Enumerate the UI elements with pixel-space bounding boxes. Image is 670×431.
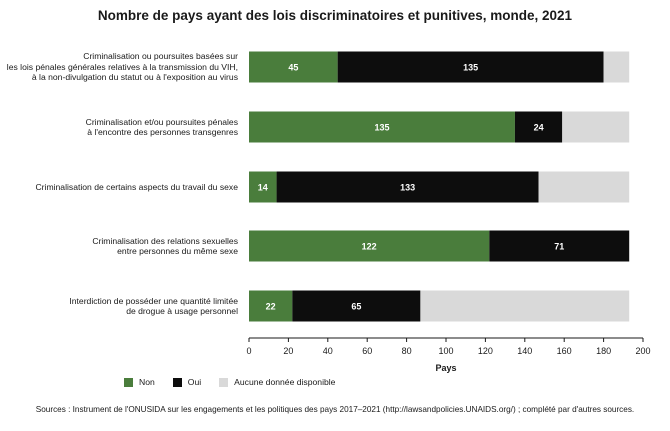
category-label: Criminalisation des relations sexuelles e… [6,236,238,257]
bar-segment-oui [514,111,563,143]
legend-swatch-no-data [219,377,229,387]
legend-item-oui: Oui [172,377,202,387]
bar-segment-oui [276,171,539,203]
legend-swatch-non [124,377,133,387]
category-label-line: entre personnes du même sexe [117,246,238,256]
bar-segment-no-data [538,171,630,203]
category-label-line: les lois pénales générales relatives à l… [6,61,238,72]
data-label: 24 [534,123,544,133]
legend-item-non: Non [124,377,155,387]
x-axis-title: Pays [435,363,456,373]
legend-label-oui: Oui [187,377,202,387]
x-tick-label: 20 [283,346,293,356]
category-label-line: Criminalisation des relations sexuelles [92,235,238,246]
bar-segment-non [249,171,277,203]
data-label: 14 [258,183,268,193]
category-label-line: Criminalisation de certains aspects du t… [35,181,238,192]
x-tick-label: 100 [438,346,453,356]
data-label: 135 [374,123,389,133]
category-label-line: à l'encontre des personnes transgenres [87,127,238,137]
bar-segment-non [249,290,293,322]
bar-segment-non [249,51,338,83]
category-label: Interdiction de posséder une quantité li… [6,296,238,317]
bar-segment-oui [292,290,421,322]
category-label-line: de drogue à usage personnel [126,306,238,316]
bar-segment-non [249,230,490,262]
category-label: Criminalisation de certains aspects du t… [6,182,238,193]
x-tick-label: 180 [596,346,611,356]
chart-title: Nombre de pays ayant des lois discrimina… [97,8,573,23]
data-label: 71 [554,242,564,252]
legend-swatch-oui [172,377,182,387]
bar-segment-no-data [562,111,630,143]
legend: Non Oui Aucune donnée disponible [124,377,353,387]
category-label-line: Interdiction de posséder une quantité li… [69,295,238,306]
x-tick-label: 0 [246,346,251,356]
bar-segment-no-data [420,290,630,322]
data-label: 135 [463,63,478,73]
bar-segment-no-data [603,51,630,83]
category-label-line: Criminalisation et/ou poursuites pénales [85,116,238,127]
legend-label-no-data: Aucune donnée disponible [234,377,336,387]
legend-label-non: Non [139,377,155,387]
bar-segment-non [249,111,515,143]
data-label: 133 [400,183,415,193]
bar-segment-oui [337,51,604,83]
data-label: 45 [288,63,298,73]
x-tick-label: 160 [557,346,572,356]
category-label-line: Criminalisation ou poursuites basées sur [83,51,238,62]
x-tick-label: 40 [323,346,333,356]
source-note: Sources : Instrument de l'ONUSIDA sur le… [35,405,635,414]
bar-segment-oui [489,230,630,262]
x-tick-label: 140 [517,346,532,356]
x-tick-label: 60 [362,346,372,356]
x-tick-label: 120 [478,346,493,356]
data-label: 65 [351,302,361,312]
category-label: Criminalisation ou poursuites basées sur… [6,51,238,83]
x-tick-label: 80 [402,346,412,356]
data-label: 22 [266,302,276,312]
x-tick-label: 200 [635,346,650,356]
category-label-line: à la non-divulgation du statut ou à l'ex… [31,72,238,83]
legend-item-no-data: Aucune donnée disponible [219,377,335,387]
category-label: Criminalisation et/ou poursuites pénales… [6,117,238,138]
data-label: 122 [362,242,377,252]
